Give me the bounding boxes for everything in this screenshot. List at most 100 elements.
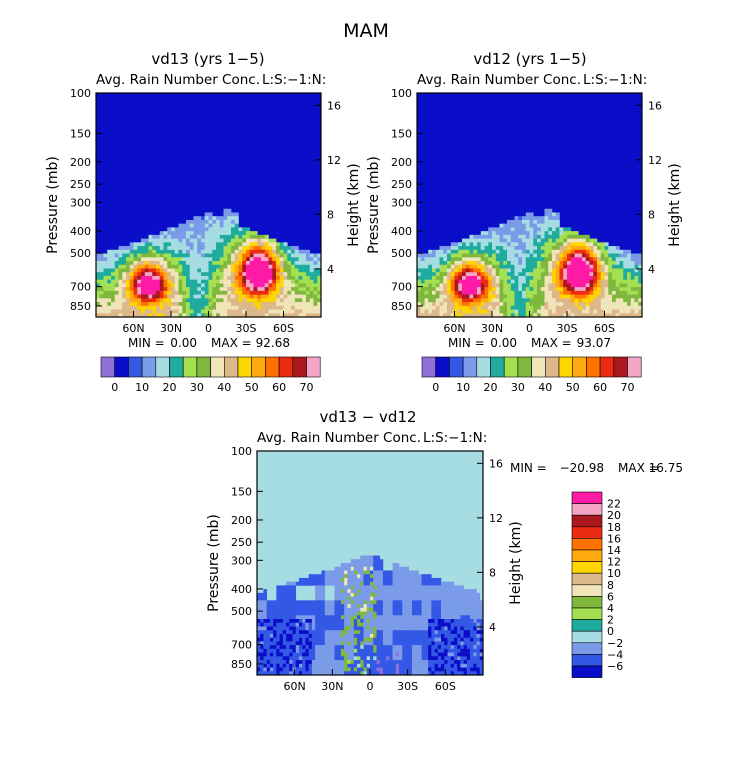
panel3-field-cell <box>421 663 426 668</box>
panel3-field-cell <box>457 660 461 665</box>
panel1-field-cell <box>122 246 127 251</box>
panel3-field-cell <box>347 566 351 571</box>
panel1-field-cell <box>111 298 116 303</box>
panel1-field-cell <box>178 287 183 292</box>
panel1-field-cell <box>208 287 213 292</box>
panel2-field-cell <box>439 272 444 277</box>
panel1-field-cell <box>302 313 307 318</box>
panel1-field-cell <box>253 242 258 247</box>
panel2-field-cell <box>559 275 564 280</box>
panel3-field-cell <box>311 645 316 650</box>
panel2-field-cell <box>563 294 568 299</box>
panel3-field-cell <box>402 637 406 642</box>
panel3-field-cell <box>479 648 484 653</box>
panel1-field-cell <box>182 283 187 288</box>
panel3-field-cell <box>357 566 361 571</box>
panel3-field-cell <box>382 641 387 646</box>
panel2-field-cell <box>439 257 444 262</box>
panel3-field-cell <box>395 633 400 638</box>
panel2-field-cell <box>537 305 542 310</box>
panel3-field-cell <box>389 589 393 594</box>
panel2-field-cell <box>559 261 564 266</box>
panel1-field-cell <box>313 275 318 280</box>
panel2-field-cell <box>533 238 538 243</box>
panel1-field-cell <box>253 249 258 254</box>
panel2-field-cell <box>627 257 632 262</box>
panel2-field-cell <box>585 309 590 314</box>
panel3-field-cell <box>402 648 406 653</box>
panel3-field-cell <box>308 577 313 582</box>
panel3-field-cell <box>282 671 287 676</box>
panel3-field-cell <box>295 633 300 638</box>
panel1-field-cell <box>152 302 157 307</box>
panel3-xtick-label: 60S <box>435 680 456 693</box>
panel3-field-cell <box>260 600 264 605</box>
panel3-field-cell <box>434 581 439 586</box>
panel3-field-cell <box>340 563 345 568</box>
panel3-field-cell <box>382 592 387 597</box>
panel1-field-cell <box>317 294 322 299</box>
panel1-field-cell <box>261 294 266 299</box>
panel3-field-cell <box>315 607 319 612</box>
panel1-field-cell <box>152 249 157 254</box>
panel2-field-cell <box>585 290 590 295</box>
panel1-field-cell <box>103 261 108 266</box>
panel3-field-cell <box>424 574 429 579</box>
panel2-field-cell <box>623 257 628 262</box>
panel3-field-cell <box>340 619 345 624</box>
panel1-field-cell <box>186 253 191 258</box>
panel3-field-cell <box>437 607 442 612</box>
panel3-ytick-label: 850 <box>231 658 252 671</box>
panel2-field-cell <box>507 261 512 266</box>
panel2-field-cell <box>600 279 605 284</box>
panel3-field-cell <box>279 607 284 612</box>
panel1-field-cell <box>107 313 112 318</box>
panel2-field-cell <box>518 309 523 314</box>
panel3-field-cell <box>370 667 374 672</box>
panel2-field-cell <box>518 272 523 277</box>
panel3-field-cell <box>308 607 313 612</box>
panel2-field-cell <box>488 242 493 247</box>
panel2-field-cell <box>525 275 530 280</box>
panel1-field-cell <box>111 279 116 284</box>
panel2-field-cell <box>525 309 530 314</box>
panel2-field-cell <box>522 261 527 266</box>
panel1-field-cell <box>231 219 236 224</box>
panel3-field-cell <box>428 656 432 661</box>
panel1-xtick-label: 60N <box>122 322 144 335</box>
panel2-field-cell <box>518 238 523 243</box>
panel3-field-cell <box>302 626 306 631</box>
panel2-field-cell <box>634 302 639 307</box>
panel1-field-cell <box>216 298 221 303</box>
panel2-field-cell <box>623 309 628 314</box>
panel3-field-cell <box>379 667 384 672</box>
panel2-field-cell <box>559 268 564 273</box>
panel2-colorbar-swatch <box>490 356 505 378</box>
panel2-field-cell <box>533 313 538 318</box>
panel3-field-cell <box>389 600 393 605</box>
panel2-field-cell <box>582 309 587 314</box>
panel2-field-cell <box>510 253 515 258</box>
panel3-field-cell <box>376 633 380 638</box>
panel2-field-cell <box>503 246 508 251</box>
panel2-field-cell <box>522 275 527 280</box>
panel1-field-cell <box>249 242 254 247</box>
panel2-field-cell <box>537 275 542 280</box>
panel1-field-cell <box>306 298 311 303</box>
panel1-field-cell <box>126 313 131 318</box>
panel3-field-cell <box>466 667 471 672</box>
panel2-field-cell <box>574 238 579 243</box>
panel3-field-cell <box>366 607 371 612</box>
panel3-field-cell <box>260 607 264 612</box>
panel2-colorbar-label: 50 <box>566 381 580 394</box>
panel1-field-cell <box>129 305 134 310</box>
panel3-field-cell <box>366 596 371 601</box>
panel2-field-cell <box>574 246 579 251</box>
panel3-field-cell <box>373 671 377 676</box>
panel1-field-cell <box>148 253 153 258</box>
panel3-field-cell <box>418 607 422 612</box>
panel2-field-cell <box>510 272 515 277</box>
panel3-field-cell <box>344 656 348 661</box>
panel3-field-cell <box>399 630 403 635</box>
panel3-field-cell <box>460 633 464 638</box>
